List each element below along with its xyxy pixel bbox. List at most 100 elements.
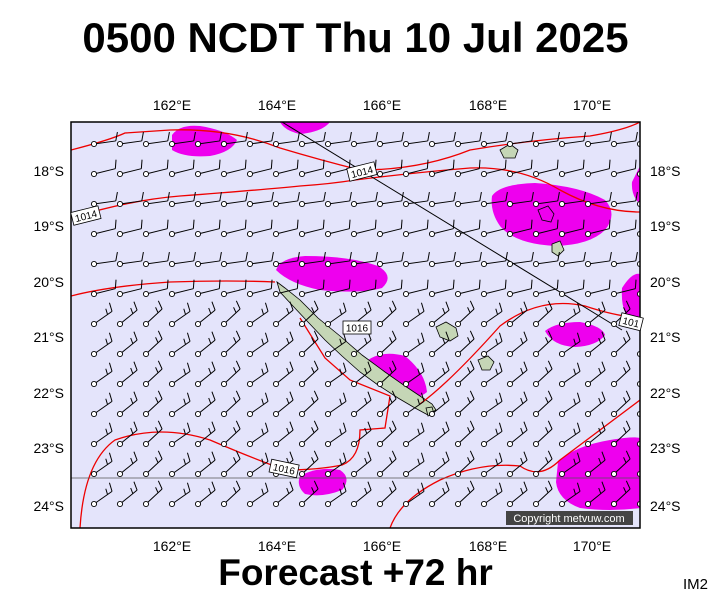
wind-barb [194, 391, 216, 418]
wind-barb [558, 279, 585, 298]
wind-barb [324, 302, 347, 328]
wind-barb [298, 219, 325, 238]
wind-barb [610, 159, 637, 178]
wind-barb [532, 159, 559, 178]
wind-barb [246, 191, 274, 208]
wind-barb [402, 332, 425, 358]
wind-barb [428, 251, 456, 268]
wind-barb [272, 219, 299, 238]
wind-barb [246, 362, 269, 388]
wind-barb [272, 159, 299, 178]
isobar-label: 101 [618, 312, 644, 332]
wind-barb [194, 279, 221, 298]
lon-label-166: 166°E [363, 97, 401, 113]
lon-label-170: 170°E [573, 97, 611, 113]
wind-barb [220, 251, 248, 268]
wind-barb [142, 191, 170, 208]
wind-barb [558, 131, 586, 148]
wind-barb [194, 481, 216, 508]
forecast-label: Forecast +72 hr [218, 552, 493, 593]
wind-barb [142, 300, 163, 328]
wind-barb [324, 452, 347, 478]
latitude-axis-left: 18°S 19°S 20°S 21°S 22°S 23°S 24°S [33, 163, 64, 514]
wind-barb [428, 331, 450, 358]
wind-barb [168, 251, 196, 268]
lat-label-20: 20°S [650, 274, 681, 290]
wind-barb [454, 480, 475, 508]
wind-barb [350, 421, 372, 448]
wind-barb [116, 251, 144, 268]
wind-barb [402, 422, 425, 448]
wind-barb [168, 159, 195, 178]
wind-barb [272, 279, 299, 298]
isobar-label: 1014 [346, 161, 378, 182]
wind-barb [298, 420, 319, 448]
wind-barb [194, 251, 222, 268]
wind-barb [272, 191, 300, 208]
wind-barb [532, 420, 553, 448]
wind-barb [454, 279, 481, 298]
wind-barb [142, 131, 170, 148]
wind-barb [142, 480, 163, 508]
wind-barb [90, 159, 117, 178]
wind-barb [376, 300, 397, 328]
lat-label-20: 20°S [33, 274, 64, 290]
wind-barb [324, 422, 347, 448]
wind-barb [116, 361, 138, 388]
wind-barb [402, 219, 429, 238]
wind-barb [480, 332, 503, 358]
wind-barb [142, 279, 169, 298]
loyalty-island-ouvea [435, 321, 459, 342]
forecast-time-title: 0500 NCDT Thu 10 Jul 2025 [82, 14, 629, 61]
wind-barb [272, 481, 294, 508]
wind-barb [90, 452, 113, 478]
wind-barb [584, 219, 611, 238]
wind-barb [168, 332, 191, 358]
wind-barb [142, 390, 163, 418]
wind-barb [532, 251, 560, 268]
wind-barb [376, 330, 397, 358]
wind-barb [90, 302, 113, 328]
wind-barb [272, 131, 300, 148]
wind-barb [168, 392, 191, 418]
wind-barb [350, 131, 378, 148]
wind-barb [532, 480, 553, 508]
wind-barb [506, 361, 528, 388]
wind-barb [142, 450, 163, 478]
wind-barb [220, 450, 241, 478]
wind-barb [298, 330, 319, 358]
wind-barb [298, 191, 326, 208]
wind-barb [272, 301, 294, 328]
wind-barb [610, 480, 631, 508]
wind-barb [220, 279, 247, 298]
wind-barb [90, 332, 113, 358]
wind-barb [610, 279, 637, 298]
wind-barb [194, 301, 216, 328]
image-code: IM2 [682, 576, 708, 593]
longitude-axis-bottom: 162°E 164°E 166°E 168°E 170°E [153, 538, 611, 554]
wind-barb [506, 279, 533, 298]
land-masses [276, 143, 565, 417]
wind-barb [402, 159, 429, 178]
wind-barb [454, 159, 481, 178]
wind-barb [532, 131, 560, 148]
wind-barb [428, 481, 450, 508]
wind-barb [168, 279, 195, 298]
wind-barb [324, 251, 352, 268]
wind-barb [428, 191, 456, 208]
wind-barb [480, 422, 503, 448]
wind-barb [298, 279, 325, 298]
wind-barb [168, 191, 196, 208]
wind-barb [454, 450, 475, 478]
copyright-text: Copyright metvuw.com [513, 513, 624, 525]
wind-barb [454, 219, 481, 238]
wind-barb [376, 390, 397, 418]
wind-barb [428, 451, 450, 478]
wind-barb [90, 482, 113, 508]
wind-barb [532, 360, 553, 388]
wind-barb [350, 279, 377, 298]
wind-barb [584, 361, 606, 388]
vanuatu-island [537, 205, 555, 223]
wind-barb [506, 219, 533, 238]
wind-barb [376, 279, 403, 298]
